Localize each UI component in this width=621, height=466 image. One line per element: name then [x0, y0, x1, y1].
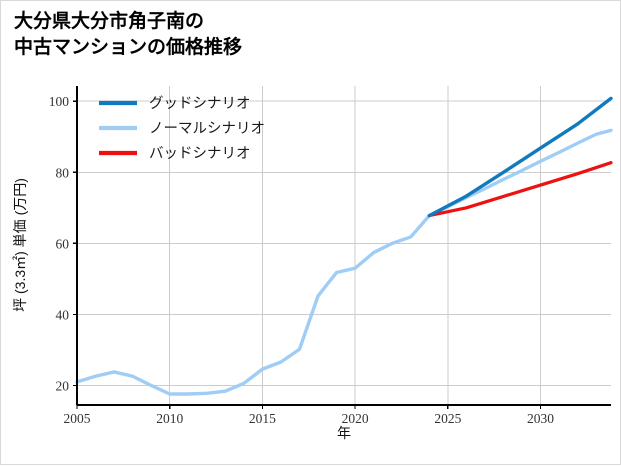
y-tick-label: 80	[56, 165, 70, 180]
x-axis-title: 年	[337, 425, 351, 441]
legend-label-good[interactable]: グッドシナリオ	[149, 95, 251, 112]
y-tick-label: 40	[56, 307, 70, 322]
data-series-group	[75, 96, 613, 396]
page-title: 大分県大分市角子南の 中古マンションの価格推移	[14, 11, 243, 59]
y-axis-ticks: 20 40 60 80 100	[49, 94, 77, 393]
series-line-normal	[75, 128, 613, 396]
series-line-bad	[427, 161, 613, 218]
legend-label-normal[interactable]: ノーマルシナリオ	[149, 121, 265, 137]
x-tick-label: 2025	[434, 411, 461, 426]
x-tick-label: 2015	[249, 411, 276, 426]
x-tick-label: 2030	[527, 411, 554, 426]
y-tick-label: 100	[49, 94, 70, 109]
x-axis-ticks: 2005 2010 2015 2020 2025 2030	[64, 405, 554, 426]
y-tick-label: 20	[56, 378, 70, 393]
axis-spines	[76, 86, 611, 406]
legend-label-bad[interactable]: バッドシナリオ	[149, 146, 251, 162]
y-axis-title: 坪 (3.3㎡) 単価 (万円)	[12, 178, 28, 312]
gridlines	[77, 86, 611, 405]
series-line-good	[427, 96, 613, 218]
x-tick-label: 2005	[64, 411, 91, 426]
y-tick-label: 60	[56, 236, 70, 251]
x-tick-label: 2020	[342, 411, 369, 426]
x-tick-label: 2010	[156, 411, 183, 426]
